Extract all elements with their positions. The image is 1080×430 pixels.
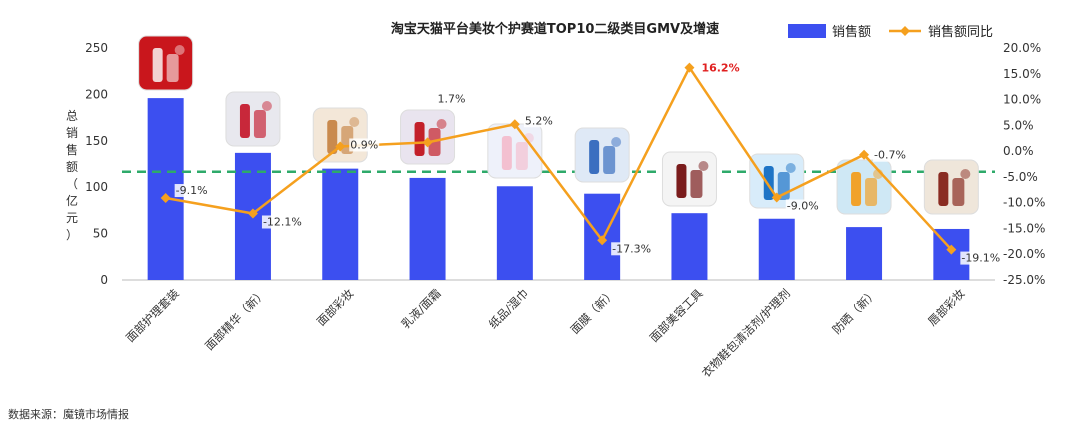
bar [496,186,533,280]
line-point [597,235,608,246]
data-label: -9.0% [787,200,819,213]
y2-tick-label: 5.0% [1003,118,1034,132]
y2-tick-label: -10.0% [1003,196,1045,210]
y2-tick-label: -5.0% [1003,170,1038,184]
y2-tick-label: 20.0% [1003,41,1041,55]
data-label: -9.1% [176,184,208,197]
y2-tick-label: 15.0% [1003,67,1041,81]
product-image [138,35,194,91]
bar [758,218,795,280]
data-label: 16.2% [701,62,739,75]
category-label: 面部精华（新） [202,286,269,353]
growth-line [165,65,953,251]
y-axis-right: -25.0% -20.0% -15.0% -10.0% -5.0% 0.0% 5.0% 10.… [1003,41,1045,287]
data-label: -0.7% [874,149,906,162]
y2-tick-label: -20.0% [1003,247,1045,261]
bar [409,177,446,280]
line-point [422,137,433,148]
data-label: -19.1% [961,252,1000,265]
bar [671,213,708,280]
product-image [487,123,543,179]
y-tick-label: 50 [93,227,108,241]
y2-tick-label: -25.0% [1003,273,1045,287]
data-label: -17.3% [612,242,651,255]
line-point [160,193,171,204]
data-label: -12.1% [263,215,302,228]
category-label: 衣物鞋包清洁剂/护理剂 [699,286,793,380]
product-image [836,159,892,215]
product-image [661,151,717,207]
category-label: 面部美容工具 [647,286,706,345]
line-point [946,244,957,255]
category-label: 防晒（新） [830,286,881,337]
bar [322,168,359,280]
category-label: 乳液/面霜 [399,286,444,331]
line-point [509,119,520,130]
y2-tick-label: -15.0% [1003,221,1045,235]
product-image [923,159,979,215]
y2-tick-label: 10.0% [1003,93,1041,107]
data-label: 0.9% [350,138,378,151]
data-label: 1.7% [438,92,466,105]
category-label: 唇部彩妆 [925,286,968,329]
y2-tick-label: 0.0% [1003,144,1034,158]
growth-labels: -9.1% -12.1% 0.9% 1.7% 5.2% -17.3% 16.2% -9.0% -… [174,61,1002,265]
line-point [335,141,346,152]
product-image [312,107,368,163]
line-point [684,62,695,73]
line-point [771,192,782,203]
y-axis-left: 0 50 100 150 200 250 [85,41,108,287]
category-label: 面部护理套装 [123,286,182,345]
y-tick-label: 250 [85,41,108,55]
category-label: 面部彩妆 [314,286,357,329]
y-tick-label: 0 [100,273,108,287]
legend-swatch-bar [788,24,826,38]
legend-swatch-marker [900,26,910,36]
product-image [400,109,456,165]
y-tick-label: 150 [85,134,108,148]
y-tick-label: 100 [85,180,108,194]
bar-series [147,98,970,280]
x-axis-categories: 面部护理套装 面部精华（新） 面部彩妆 乳液/面霜 纸品/湿巾 面膜（新） 面部美容工具衣物… [123,286,968,380]
growth-markers [160,62,957,255]
line-point [247,208,258,219]
y-axis-label: 总销售额（亿元） [66,109,78,242]
product-image [225,91,281,147]
bar [846,227,883,280]
legend-label-bar: 销售额 [832,24,871,40]
product-image [574,127,630,183]
legend: 销售额 销售额同比 [788,24,993,40]
chart-title: 淘宝天猫平台美妆个护赛道TOP10二级类目GMV及增速 [391,21,719,37]
category-label: 纸品/湿巾 [486,286,531,331]
line-point [859,149,870,160]
category-label: 面膜（新） [568,286,619,337]
legend-label-line: 销售额同比 [928,24,993,40]
data-label: 5.2% [525,114,553,127]
source-note: 数据来源：魔镜市场情报 [8,408,129,421]
product-thumbnails [138,35,979,215]
y-tick-label: 200 [85,87,108,101]
